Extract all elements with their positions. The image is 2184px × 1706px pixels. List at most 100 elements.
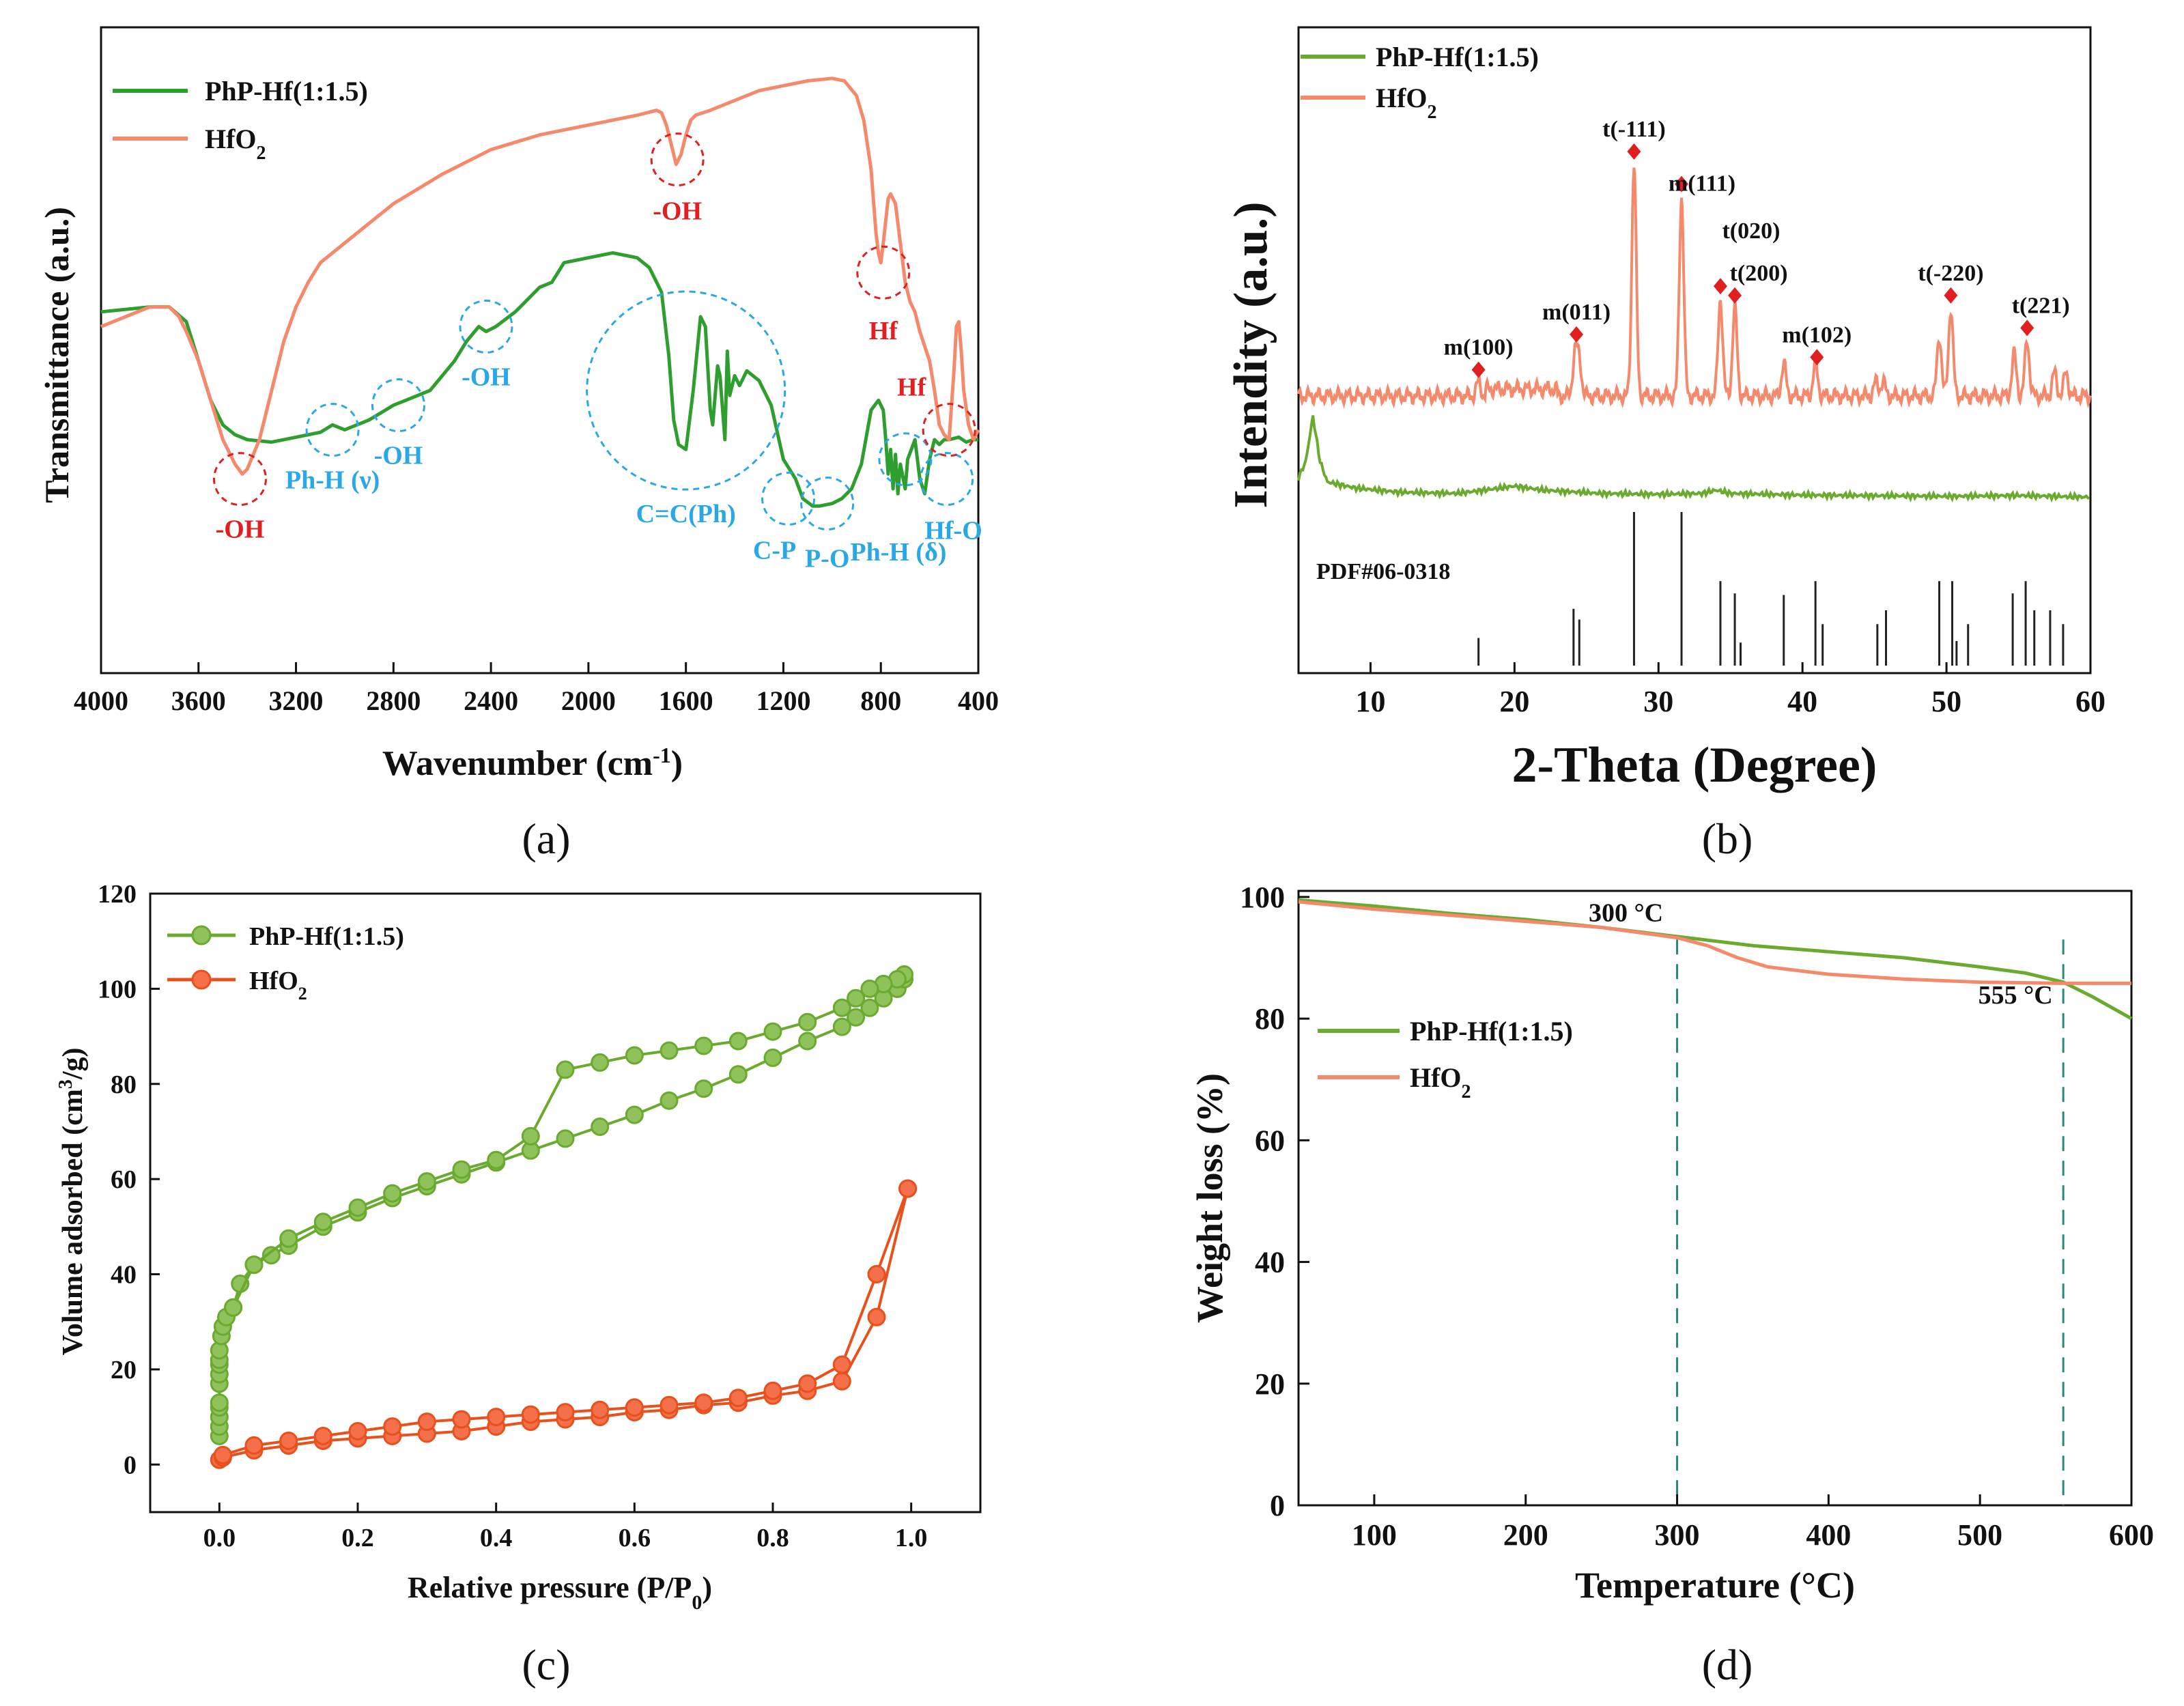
xrd-legend: PhP-Hf(1:1.5) HfO2 (1301, 42, 1539, 123)
bet-data-point (660, 1041, 679, 1060)
ftir-series-hfo2 (100, 76, 980, 476)
bet-y-tick-label: 60 (111, 1165, 137, 1194)
bet-data-point (452, 1410, 471, 1429)
tga-y-tick-label: 80 (1255, 1002, 1285, 1036)
bet-data-point (798, 1032, 817, 1051)
caption-c: (c) (522, 1640, 570, 1689)
bet-data-point (860, 998, 879, 1017)
ftir-legend-label-hfo2: HfO2 (205, 124, 266, 164)
bet-data-point (313, 1427, 332, 1445)
ftir-x-tick-label: 1600 (659, 685, 713, 716)
bet-y-tick-label: 20 (111, 1356, 137, 1384)
tga-y-tick-label: 20 (1255, 1367, 1285, 1401)
xrd-peak-label: t(020) (1722, 218, 1780, 244)
ftir-annotation-circle (371, 378, 425, 433)
xrd-peak-label: t(-220) (1918, 261, 1983, 286)
bet-data-point (521, 1126, 540, 1146)
bet-data-point (556, 1060, 575, 1079)
tga-y-tick-label: 60 (1255, 1124, 1285, 1157)
ftir-x-tick-label: 3600 (171, 685, 226, 716)
tga-y-tick-label: 0 (1270, 1489, 1285, 1522)
bet-data-point (487, 1408, 506, 1427)
ftir-annotation-label: Ph-H (ν) (285, 466, 380, 495)
bet-data-point (261, 1246, 281, 1265)
ftir-annotation-label: Hf (897, 373, 927, 402)
ftir-annotation-label: C-P (753, 536, 796, 565)
xrd-peak-marker (1944, 287, 1958, 304)
bet-data-point (860, 979, 879, 998)
xrd-legend-label-php: PhP-Hf(1:1.5) (1376, 42, 1539, 72)
bet-data-point (313, 1212, 332, 1232)
xrd-peak-label: m(011) (1542, 300, 1611, 325)
bet-data-point (763, 1022, 782, 1041)
bet-data-point (279, 1229, 298, 1248)
bet-data-point (847, 1008, 866, 1027)
tga-x-tick-label: 600 (2109, 1518, 2154, 1552)
xrd-peak-label: m(100) (1444, 335, 1514, 360)
bet-series-line (218, 1188, 909, 1461)
ftir-annotation-circle (459, 299, 513, 354)
bet-y-axis-label: Volume adsorbed (cm3/g) (55, 1047, 89, 1355)
xrd-peak-marker (1728, 287, 1742, 304)
tga-marker-label: 300 °C (1589, 899, 1663, 928)
bet-data-point (487, 1150, 506, 1169)
xrd-x-axis-label: 2-Theta (Degree) (1512, 737, 1877, 793)
tga-x-tick-label: 200 (1503, 1518, 1548, 1552)
tga-legend: PhP-Hf(1:1.5) HfO2 (1318, 1016, 1573, 1103)
bet-data-point (898, 1179, 918, 1198)
xrd-peak-label: t(221) (2012, 293, 2070, 318)
ftir-annotation-label: -OH (462, 362, 511, 391)
xrd-x-tick-label: 30 (1643, 685, 1673, 718)
tga-x-tick-label: 400 (1806, 1518, 1851, 1552)
bet-data-point (224, 1298, 243, 1317)
ftir-annotation-label: C=C(Ph) (636, 500, 736, 528)
bet-data-point (452, 1160, 471, 1179)
bet-y-tick-label: 0 (124, 1451, 137, 1479)
bet-x-tick-label: 0.6 (619, 1524, 651, 1552)
xrd-legend-label-hfo2: HfO2 (1376, 83, 1437, 123)
bet-y-tick-label: 100 (98, 975, 137, 1004)
bet-data-point (847, 989, 866, 1008)
xrd-peak-marker (1810, 349, 1824, 366)
ftir-annotation-label: P-O (805, 545, 849, 573)
ftir-annotation-label: Hf-O (924, 517, 982, 545)
bet-data-point (798, 1012, 817, 1032)
xrd-y-axis-label: Intendity (a.u.) (1225, 201, 1277, 508)
tga-x-tick-label: 300 (1655, 1518, 1700, 1552)
ftir-annotation-circle (920, 452, 974, 507)
ftir-x-tick-label: 3200 (269, 685, 324, 716)
bet-data-point (244, 1436, 264, 1455)
bet-data-point (867, 1307, 886, 1326)
bet-data-point (417, 1172, 436, 1191)
ftir-annotation-circle (761, 471, 816, 526)
bet-data-point (694, 1036, 713, 1055)
xrd-x-tick-label: 50 (1931, 685, 1961, 718)
ftir-x-tick-label: 2400 (464, 685, 518, 716)
xrd-series-php (1297, 415, 2090, 503)
bet-data-point (279, 1432, 298, 1450)
tga-y-axis-label: Weight loss (%) (1189, 1073, 1230, 1323)
tga-legend-label-hfo2: HfO2 (1410, 1062, 1471, 1103)
tga-marker-label: 555 °C (1979, 981, 2053, 1010)
xrd-x-tick-label: 60 (2075, 685, 2105, 718)
bet-x-tick-label: 0.2 (341, 1524, 374, 1552)
ftir-x-tick-label: 2000 (561, 685, 616, 716)
bet-data-point (213, 1445, 232, 1464)
ftir-annotation-circle (305, 403, 360, 457)
bet-data-point (210, 1393, 229, 1412)
xrd-x-tick-label: 20 (1499, 685, 1529, 718)
ftir-annotation-circle (650, 132, 705, 187)
tga-y-tick-label: 40 (1255, 1246, 1285, 1279)
ftir-legend: PhP-Hf(1:1.5) HfO2 (113, 76, 368, 164)
ftir-y-axis-label: Transmittance (a.u.) (38, 207, 76, 503)
xrd-series-hfo2 (1297, 167, 2092, 409)
tga-x-tick-label: 500 (1957, 1518, 2002, 1552)
bet-data-point (417, 1412, 436, 1432)
xrd-peak-label: m(111) (1669, 171, 1735, 197)
bet-y-tick-label: 80 (111, 1070, 137, 1099)
ftir-x-tick-label: 4000 (74, 685, 128, 716)
bet-x-tick-label: 1.0 (895, 1524, 928, 1552)
bet-legend-label-php: PhP-Hf(1:1.5) (249, 922, 404, 951)
bet-x-tick-label: 0.4 (480, 1524, 513, 1552)
bet-data-point (798, 1374, 817, 1393)
